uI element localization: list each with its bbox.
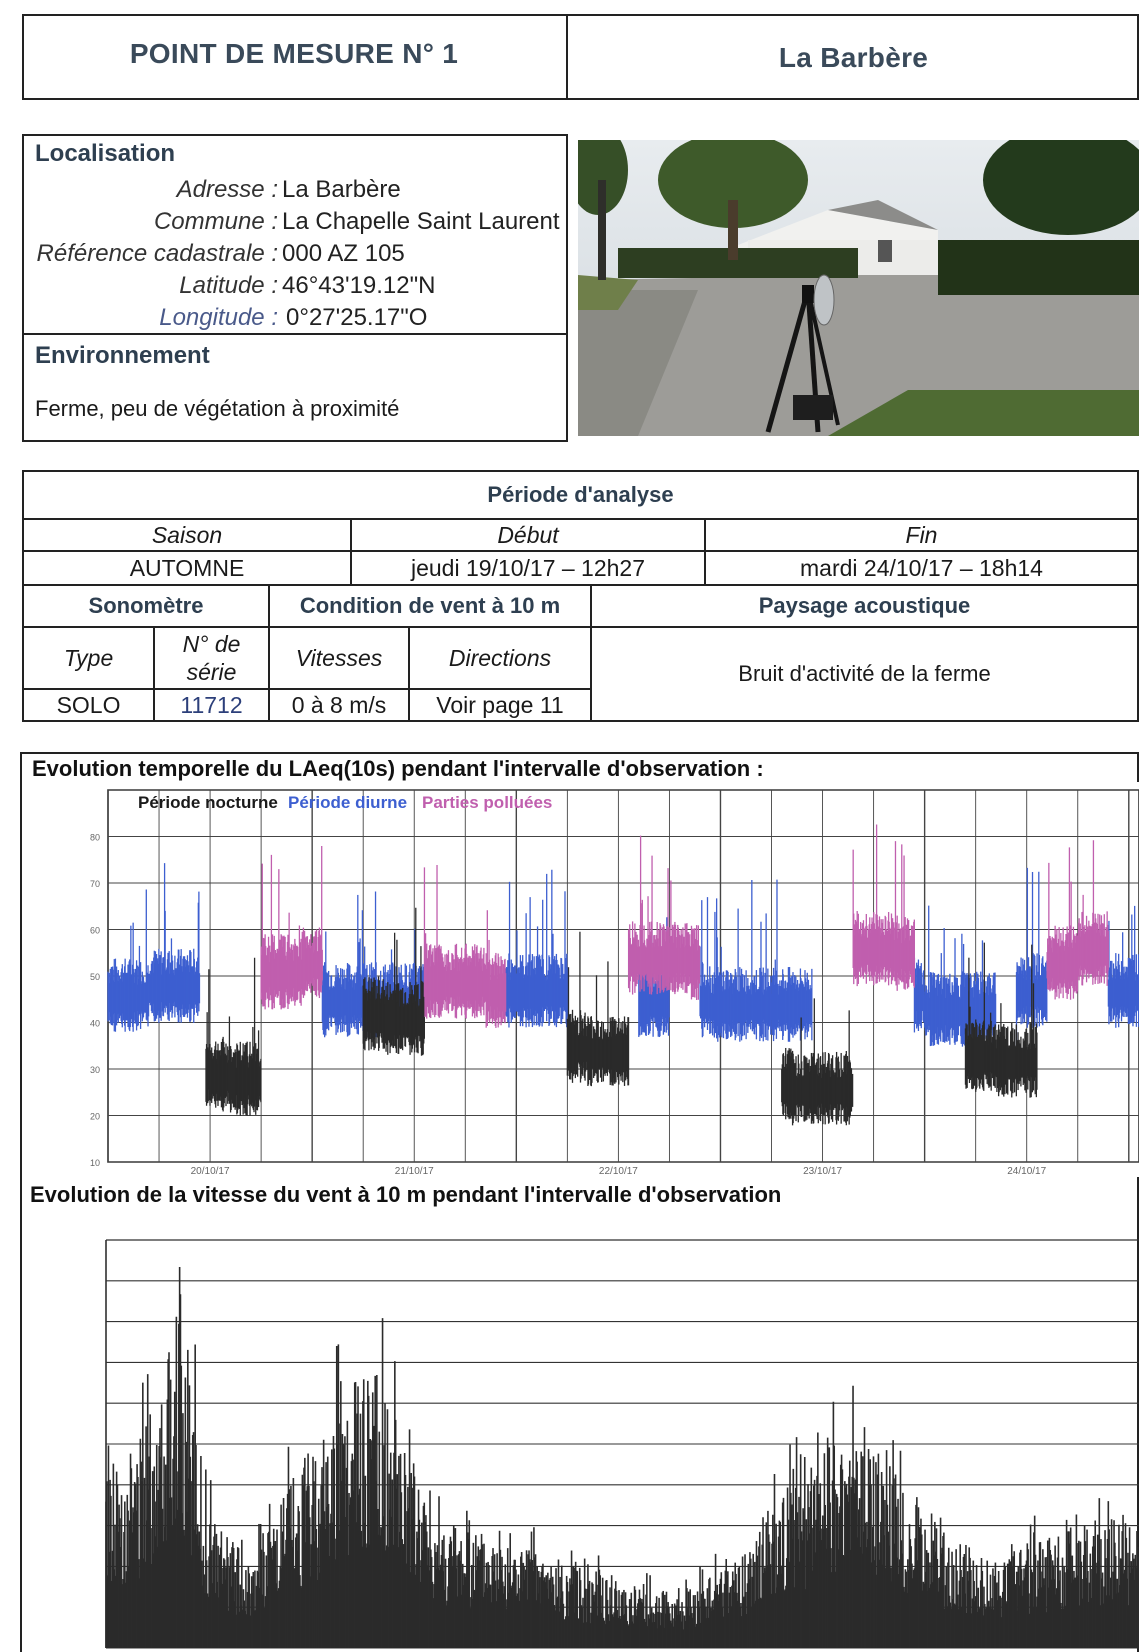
laeq-legend: Période nocturne Période diurne Parties …: [138, 793, 552, 812]
acoustic-landscape-value: Bruit d'activité de la ferme: [590, 626, 1139, 722]
localisation-divider: [22, 333, 568, 335]
end-label: Fin: [704, 518, 1139, 552]
localisation-box: [22, 134, 568, 442]
longitude-value: 0°27'25.17"O: [286, 304, 428, 331]
photo-illustration: [578, 140, 1139, 436]
charts-frame: [20, 752, 1139, 1652]
header-divider: [566, 14, 568, 100]
laeq-series-p-riode-diurne: [107, 863, 1139, 1047]
cadastral-value: 000 AZ 105: [282, 240, 405, 267]
period-title: Période d'analyse: [22, 470, 1139, 520]
wind-chart-title: Evolution de la vitesse du vent à 10 m p…: [30, 1182, 782, 1207]
laeq-xtick-label: 22/10/17: [599, 1166, 638, 1177]
laeq-chart: 80 70 60 50 40 30 20 10 20/10/17 21/10/17 22/10/1…: [30, 782, 1139, 1177]
analysis-period-table: Période d'analyse Saison Début Fin AUTOM…: [22, 470, 1139, 586]
laeq-xtick-label: 21/10/17: [395, 1166, 434, 1177]
laeq-xtick-label: 20/10/17: [191, 1166, 230, 1177]
site-name: La Barbère: [778, 42, 929, 73]
serial-value: 11712: [153, 688, 270, 722]
sonometer-title: Sonomètre: [22, 584, 270, 628]
wind-condition-title: Condition de vent à 10 m: [268, 584, 592, 628]
start-label: Début: [350, 518, 706, 552]
laeq-ytick-label: 10: [90, 1158, 100, 1168]
laeq-ytick-label: 70: [90, 879, 100, 889]
laeq-ytick-label: 30: [90, 1065, 100, 1075]
laeq-xtick-label: 23/10/17: [803, 1166, 842, 1177]
directions-value: Voir page 11: [408, 688, 592, 722]
equipment-table: Sonomètre Condition de vent à 10 m Paysa…: [21, 584, 1139, 722]
directions-label: Directions: [408, 626, 592, 690]
wind-chart: [105, 1239, 1139, 1649]
header-box: [22, 14, 1139, 100]
start-value: jeudi 19/10/17 – 12h27: [350, 550, 706, 586]
serial-label-line1: N° de: [182, 631, 241, 657]
laeq-series-marks: [107, 824, 1139, 1126]
commune-label: Commune :: [153, 208, 278, 235]
laeq-ytick-label: 50: [90, 972, 100, 982]
laeq-y-ticks: 80 70 60 50 40 30 20 10: [90, 833, 100, 1169]
measure-point-title: POINT DE MESURE N° 1: [129, 38, 459, 69]
laeq-series-parties-pollu-es: [260, 824, 1109, 1028]
cadastral-label: Référence cadastrale :: [36, 240, 278, 267]
legend-nocturne: Période nocturne: [138, 793, 278, 812]
laeq-x-ticks: 20/10/17 21/10/17 22/10/17 23/10/17 24/10/17: [191, 1166, 1047, 1177]
commune-value: La Chapelle Saint Laurent: [282, 208, 560, 235]
laeq-xtick-label: 24/10/17: [1007, 1166, 1046, 1177]
latitude-value: 46°43'19.12"N: [282, 272, 436, 299]
serial-label: N° de série: [153, 626, 270, 690]
end-value: mardi 24/10/17 – 18h14: [704, 550, 1139, 586]
speeds-label: Vitesses: [268, 626, 410, 690]
address-value: La Barbère: [282, 176, 401, 203]
latitude-label: Latitude :: [179, 272, 278, 299]
legend-polluees: Parties polluées: [422, 793, 552, 812]
laeq-ytick-label: 20: [90, 1112, 100, 1122]
localisation-title: Localisation: [35, 140, 176, 167]
environment-text: Ferme, peu de végétation à proximité: [35, 396, 400, 421]
serial-label-line2: série: [186, 659, 237, 685]
legend-diurne: Période diurne: [288, 793, 407, 812]
season-value: AUTOMNE: [22, 550, 352, 586]
longitude-label: Longitude :: [159, 304, 278, 331]
season-label: Saison: [22, 518, 352, 552]
laeq-series-p-riode-nocturne: [205, 907, 1038, 1126]
type-label: Type: [21, 626, 156, 690]
laeq-ytick-label: 40: [90, 1019, 100, 1029]
laeq-ytick-label: 60: [90, 926, 100, 936]
laeq-ytick-label: 80: [90, 833, 100, 843]
laeq-chart-title: Evolution temporelle du LAeq(10s) pendan…: [32, 756, 764, 781]
address-label: Adresse :: [176, 176, 278, 203]
environment-title: Environnement: [35, 342, 210, 369]
wind-bars: [105, 1267, 1139, 1648]
speeds-value: 0 à 8 m/s: [268, 688, 410, 722]
acoustic-landscape-title: Paysage acoustique: [590, 584, 1139, 628]
site-photo: [578, 140, 1139, 436]
type-value: SOLO: [21, 688, 156, 722]
